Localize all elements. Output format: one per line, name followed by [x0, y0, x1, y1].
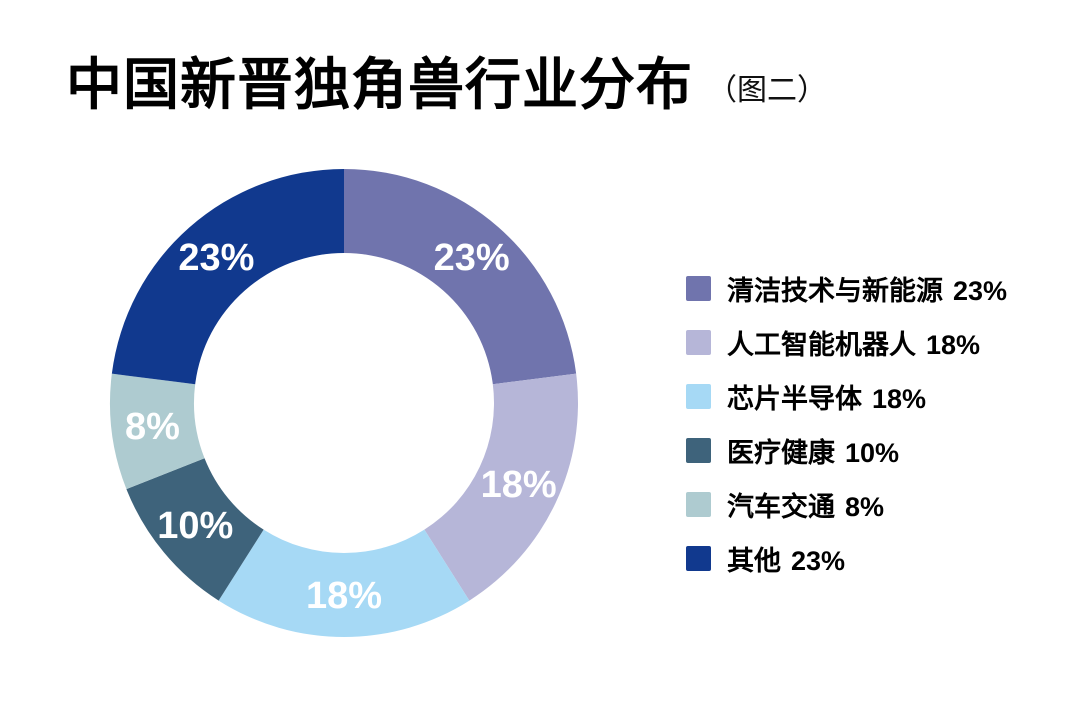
slice-label-0: 23% [434, 237, 510, 279]
donut-slice-4 [110, 373, 205, 490]
legend-value: 18% [872, 383, 927, 414]
donut-slice-3 [126, 458, 264, 601]
donut-slice-0 [344, 169, 577, 385]
legend-value: 8% [845, 491, 885, 522]
legend-swatch [686, 383, 711, 409]
legend-swatch [686, 491, 711, 517]
legend-value: 10% [845, 437, 900, 468]
legend-label: 汽车交通 8% [727, 485, 884, 524]
donut-slice-1 [424, 373, 578, 601]
legend-label-text: 汽车交通 [727, 491, 835, 522]
header: 中国新晋独角兽行业分布 （图二） [66, 54, 827, 116]
legend-swatch [686, 275, 711, 301]
legend-swatch [686, 329, 711, 355]
legend-label: 其他 23% [727, 539, 845, 578]
legend-row: 汽车交通 8% [686, 488, 1007, 522]
legend-label-text: 人工智能机器人 [727, 329, 916, 360]
legend-value: 18% [926, 329, 981, 360]
legend-label-text: 医疗健康 [727, 437, 835, 468]
legend-row: 人工智能机器人 18% [686, 326, 1007, 360]
donut-slice-2 [218, 529, 470, 637]
legend-value: 23% [791, 545, 846, 576]
legend-row: 清洁技术与新能源 23% [686, 272, 1007, 306]
slice-label-4: 8% [125, 406, 180, 448]
legend-row: 其他 23% [686, 542, 1007, 576]
slice-label-3: 10% [157, 505, 233, 547]
legend-swatch [686, 437, 711, 463]
page-title: 中国新晋独角兽行业分布 [66, 53, 693, 116]
donut-chart: 23% 18% 18% 10% 8% 23% [110, 169, 578, 637]
page-subtitle: （图二） [707, 73, 827, 107]
legend-row: 芯片半导体 18% [686, 380, 1007, 414]
slice-label-1: 18% [481, 464, 557, 506]
legend-label: 芯片半导体 18% [727, 377, 926, 416]
legend-label: 医疗健康 10% [727, 431, 899, 470]
slice-label-5: 23% [178, 237, 254, 279]
legend-label-text: 清洁技术与新能源 [727, 275, 943, 306]
legend: 清洁技术与新能源 23% 人工智能机器人 18% 芯片半导体 18% 医疗健康 10% … [686, 272, 1007, 596]
slice-label-2: 18% [306, 575, 382, 617]
legend-row: 医疗健康 10% [686, 434, 1007, 468]
legend-swatch [686, 545, 711, 571]
legend-label-text: 芯片半导体 [727, 383, 862, 414]
legend-label: 清洁技术与新能源 23% [727, 269, 1007, 308]
legend-value: 23% [953, 275, 1008, 306]
legend-label: 人工智能机器人 18% [727, 323, 980, 362]
legend-label-text: 其他 [727, 545, 781, 576]
donut-slice-5 [111, 169, 344, 385]
